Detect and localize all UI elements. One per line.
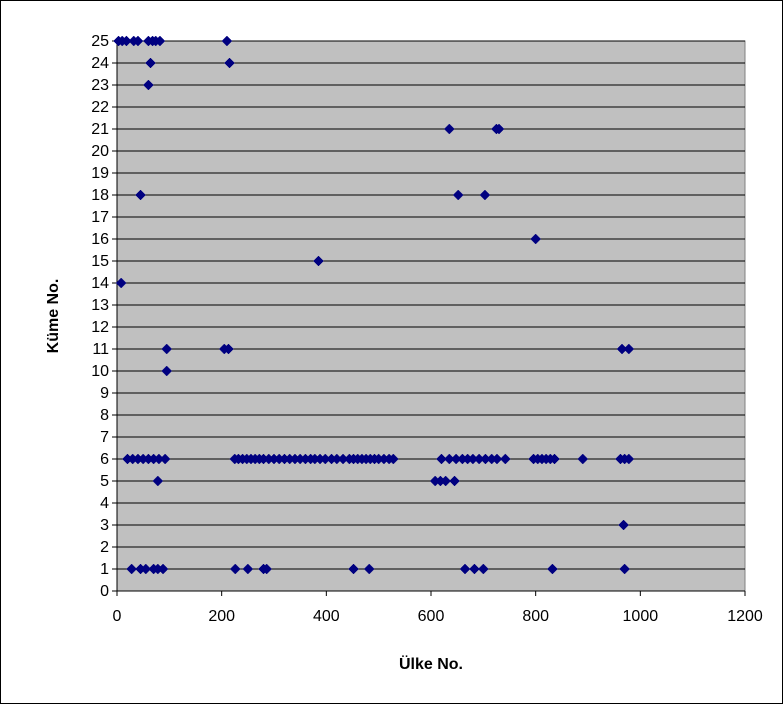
data-point (452, 189, 464, 201)
data-point (479, 189, 491, 201)
y-tick-label: 13 (91, 297, 109, 314)
data-point (477, 563, 489, 575)
y-tick-label: 18 (91, 187, 109, 204)
y-tick-label: 11 (92, 341, 109, 358)
data-point (530, 233, 542, 245)
x-tick-label: 200 (208, 608, 235, 625)
data-point (132, 35, 144, 47)
data-point (115, 277, 127, 289)
data-point (161, 343, 173, 355)
y-tick-label: 24 (91, 55, 109, 72)
y-tick-label: 25 (91, 33, 109, 50)
y-tick-label: 7 (100, 429, 109, 446)
x-tick-label: 800 (522, 608, 549, 625)
y-tick-label: 14 (91, 275, 109, 292)
data-point (493, 123, 505, 135)
x-tick-labels: 0 200 400 600 800 1000 1200 (113, 608, 763, 625)
y-tick-label: 10 (91, 363, 109, 380)
data-point (224, 57, 235, 69)
y-tick-label: 22 (91, 99, 109, 116)
x-axis-title: Ülke No. (399, 654, 463, 673)
y-tick-label: 23 (91, 77, 109, 94)
data-point (363, 563, 375, 575)
data-point (261, 563, 273, 575)
x-tick-label: 1000 (623, 608, 659, 625)
y-tick-label: 15 (91, 253, 109, 270)
data-point (221, 35, 233, 47)
data-point (459, 563, 471, 575)
y-tick-label: 21 (91, 121, 109, 138)
data-point (618, 519, 629, 531)
gridlines (117, 40, 745, 570)
x-tick-label: 0 (113, 608, 122, 625)
data-point (135, 189, 146, 201)
data-point (443, 123, 455, 135)
data-point (387, 453, 399, 465)
y-tick-labels: 0123456789101112131415161718192021222324… (91, 33, 109, 600)
data-point (145, 57, 156, 69)
data-point (619, 563, 630, 575)
y-tick-label: 17 (91, 209, 109, 226)
data-point (157, 563, 169, 575)
data-point (140, 563, 152, 575)
y-tick-label: 16 (91, 231, 109, 248)
y-tick-label: 6 (100, 451, 109, 468)
y-tick-label: 5 (100, 473, 109, 490)
data-point (491, 453, 503, 465)
data-point (499, 453, 511, 465)
data-point (242, 563, 254, 575)
data-point (154, 35, 166, 47)
data-point (449, 475, 460, 487)
plot-area (116, 40, 746, 592)
x-tick-label: 400 (313, 608, 340, 625)
data-point (547, 563, 558, 575)
y-tick-label: 1 (100, 561, 109, 578)
y-tick-label: 9 (100, 385, 109, 402)
data-point (436, 453, 447, 465)
y-tick-label: 19 (91, 165, 109, 182)
data-point (161, 365, 173, 377)
data-point (623, 343, 635, 355)
x-tick-label: 600 (418, 608, 445, 625)
y-tick-label: 2 (100, 539, 109, 556)
data-point (126, 563, 138, 575)
data-point (159, 453, 171, 465)
data-points (113, 35, 635, 575)
y-tick-label: 3 (100, 517, 109, 534)
y-tick-label: 20 (91, 143, 109, 160)
axes (112, 40, 746, 596)
y-axis-title: Küme No. (45, 279, 62, 354)
data-point (348, 563, 359, 575)
data-point (223, 343, 234, 355)
data-point (623, 453, 635, 465)
y-tick-label: 12 (91, 319, 109, 336)
data-point (121, 35, 132, 47)
y-tick-label: 4 (100, 495, 109, 512)
y-tick-label: 8 (100, 407, 109, 424)
data-point (469, 563, 480, 575)
data-point (549, 453, 560, 465)
y-tick-label: 0 (100, 583, 109, 600)
data-point (440, 475, 452, 487)
data-point (229, 563, 241, 575)
data-point (143, 79, 154, 91)
data-point (313, 255, 324, 267)
data-point (152, 475, 164, 487)
data-point (577, 453, 589, 465)
x-tick-label: 1200 (727, 608, 763, 625)
